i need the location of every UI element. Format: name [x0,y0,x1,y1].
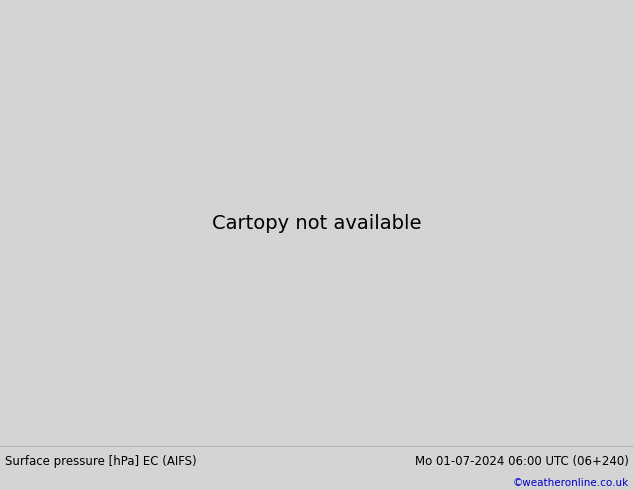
Text: ©weatheronline.co.uk: ©weatheronline.co.uk [513,478,629,489]
Text: Cartopy not available: Cartopy not available [212,214,422,233]
Text: Surface pressure [hPa] EC (AIFS): Surface pressure [hPa] EC (AIFS) [5,455,197,468]
Text: Mo 01-07-2024 06:00 UTC (06+240): Mo 01-07-2024 06:00 UTC (06+240) [415,455,629,468]
